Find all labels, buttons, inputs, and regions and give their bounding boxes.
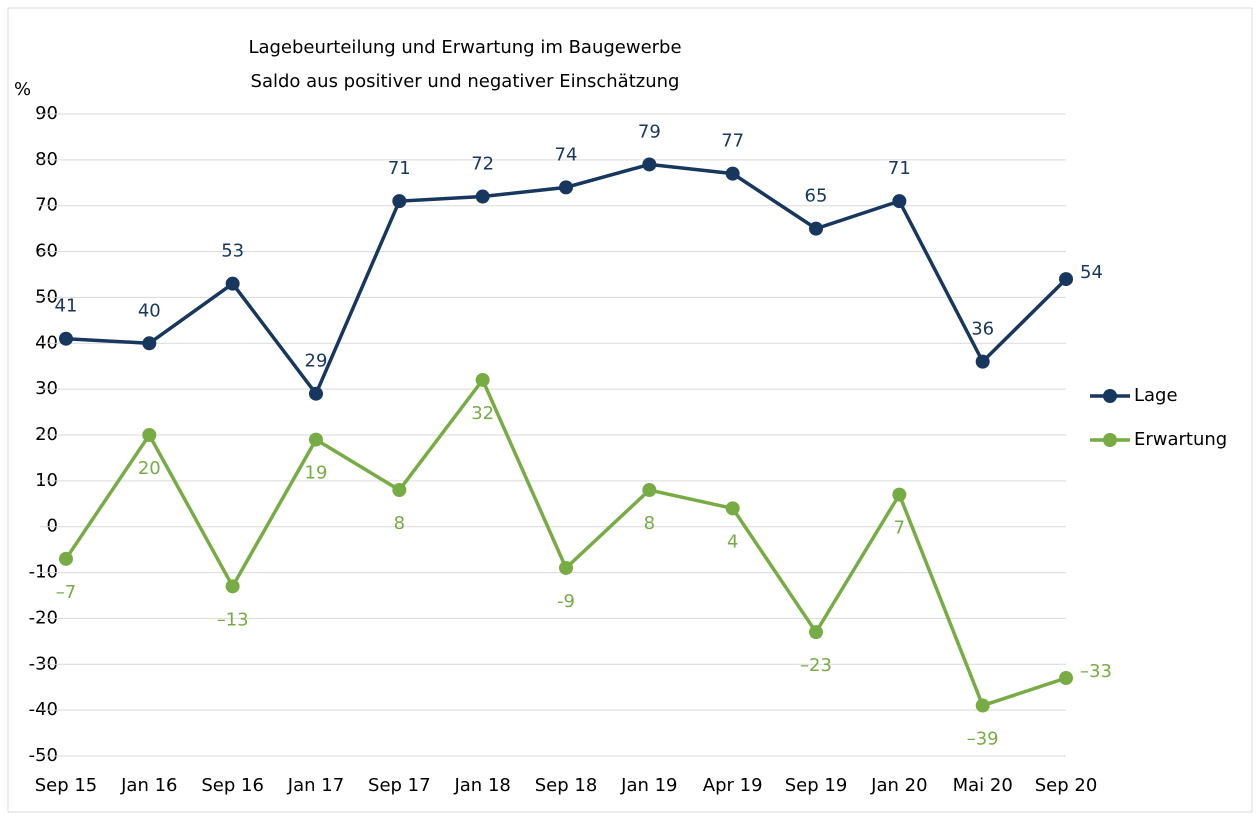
data-label: -9	[557, 591, 575, 612]
data-label: 54	[1080, 262, 1103, 283]
data-label: –23	[800, 655, 832, 676]
data-point	[892, 194, 907, 209]
data-point	[392, 194, 407, 209]
x-tick-label: Apr 19	[703, 775, 763, 796]
data-point	[308, 386, 323, 401]
data-label: 36	[971, 319, 994, 340]
data-point	[142, 336, 157, 351]
data-point	[392, 483, 407, 498]
data-point	[308, 432, 323, 447]
legend-swatch-marker	[1103, 389, 1117, 403]
data-point	[809, 625, 824, 640]
data-label: 77	[721, 131, 744, 152]
x-tick-label: Sep 16	[201, 775, 264, 796]
data-point	[725, 501, 740, 516]
data-label: 32	[471, 403, 494, 424]
x-tick-label: Sep 19	[785, 775, 848, 796]
legend-swatch-marker	[1103, 433, 1117, 447]
data-point	[892, 487, 907, 502]
data-label: 65	[805, 186, 828, 207]
data-point	[225, 579, 240, 594]
data-label: 79	[638, 121, 661, 142]
x-tick-label: Sep 17	[368, 775, 431, 796]
data-label: –7	[56, 582, 76, 603]
x-tick-label: Jan 17	[287, 775, 344, 796]
data-point	[475, 372, 490, 387]
data-label: –33	[1080, 661, 1112, 682]
data-label: 4	[727, 531, 738, 552]
data-label: 41	[55, 296, 78, 317]
data-point	[975, 698, 990, 713]
data-label: –39	[967, 729, 999, 750]
data-point	[475, 189, 490, 204]
data-point	[225, 276, 240, 291]
x-tick-label: Mai 20	[953, 775, 1013, 796]
data-label: 29	[305, 351, 328, 372]
data-point	[1059, 671, 1074, 686]
data-label: 8	[644, 513, 655, 534]
data-label: 8	[394, 513, 405, 534]
data-point	[975, 354, 990, 369]
data-label: 72	[471, 154, 494, 175]
x-tick-label: Jan 19	[620, 775, 677, 796]
data-point	[58, 331, 73, 346]
legend-label: Erwartung	[1134, 429, 1227, 450]
data-label: 53	[221, 241, 244, 262]
x-tick-label: Sep 15	[35, 775, 98, 796]
x-tick-label: Sep 18	[535, 775, 598, 796]
data-label: 19	[305, 463, 328, 484]
chart-title: Lagebeurteilung und Erwartung im Baugewe…	[248, 37, 681, 58]
data-label: 40	[138, 300, 161, 321]
x-tick-label: Sep 20	[1035, 775, 1098, 796]
data-point	[559, 560, 573, 575]
data-point	[725, 166, 740, 181]
x-tick-label: Jan 16	[120, 775, 177, 796]
data-point	[142, 428, 157, 442]
data-label: –13	[217, 609, 249, 630]
data-point	[559, 180, 573, 195]
data-point	[642, 157, 657, 172]
data-point	[809, 221, 824, 236]
data-label: 74	[555, 144, 578, 165]
x-tick-label: Jan 18	[453, 775, 510, 796]
data-label: 7	[894, 518, 905, 539]
chart-frame	[7, 7, 1253, 813]
data-point	[58, 551, 73, 566]
legend-label: Lage	[1134, 385, 1178, 406]
data-label: 71	[388, 158, 411, 179]
data-point	[642, 483, 657, 498]
chart-subtitle: Saldo aus positiver und negativer Einsch…	[251, 71, 680, 92]
x-tick-label: Jan 20	[870, 775, 927, 796]
data-label: 71	[888, 158, 911, 179]
y-axis-label: %	[14, 79, 31, 100]
data-label: 20	[138, 458, 161, 479]
data-point	[1059, 272, 1074, 287]
y-tick-label: 60	[35, 241, 58, 262]
